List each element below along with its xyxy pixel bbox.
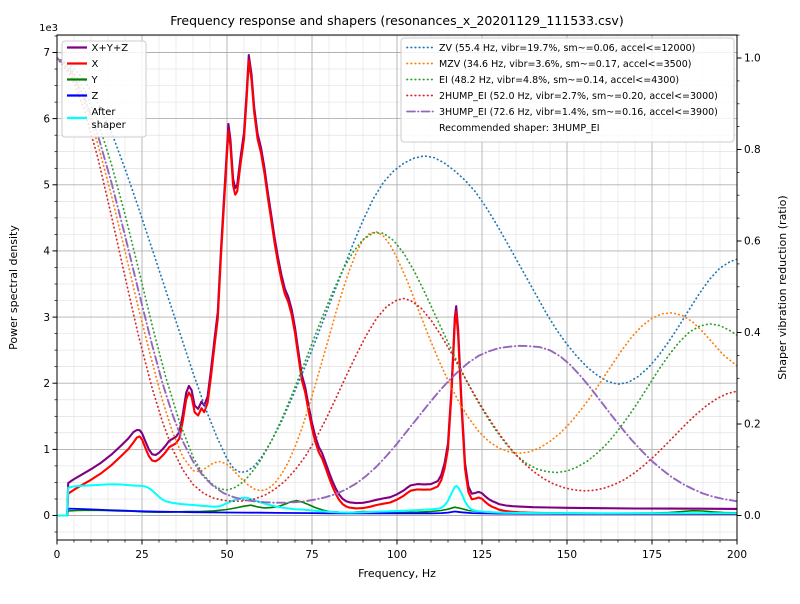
- axis-ticks: [52, 34, 742, 545]
- psd-curve-x: [57, 59, 737, 517]
- legend-label-after-shaper: shaper: [92, 120, 127, 131]
- y-axis-label-left: Power spectral density: [7, 225, 20, 350]
- legend-label-xyz: X+Y+Z: [92, 43, 129, 54]
- legend-shapers-box: [400, 37, 735, 143]
- x-tick-label: 175: [642, 549, 662, 561]
- legend-label-z: Z: [92, 91, 99, 102]
- legend-recommended-shaper: Recommended shaper: 3HUMP_EI: [439, 123, 600, 134]
- y-left-tick-label: 7: [43, 47, 50, 59]
- x-tick-label: 0: [54, 549, 61, 561]
- y-right-tick-label: 0.8: [744, 144, 761, 156]
- y-right-tick-label: 0.6: [744, 236, 761, 248]
- y-axis-offset-label: 1e3: [39, 23, 58, 34]
- legend-label-3hump-ei: 3HUMP_EI (72.6 Hz, vibr=1.4%, sm~=0.16, …: [439, 107, 718, 118]
- y-axis-label-right: Shaper vibration reduction (ratio): [776, 195, 789, 379]
- y-right-tick-label: 0.2: [744, 419, 761, 431]
- y-left-tick-label: 0: [43, 510, 50, 522]
- y-left-tick-label: 6: [43, 113, 50, 125]
- legend-label-x: X: [92, 59, 99, 70]
- x-tick-label: 50: [220, 549, 233, 561]
- y-right-tick-label: 0.4: [744, 327, 761, 339]
- y-right-tick-label: 1.0: [744, 53, 761, 65]
- legend-label-zv: ZV (55.4 Hz, vibr=19.7%, sm~=0.06, accel…: [439, 43, 695, 54]
- x-tick-label: 150: [557, 549, 577, 561]
- axis-tick-labels: 0 25 50 75 100 125 150 175 200 0 1 2 3 4 5 6 7 0.0 0.2 0.4 0…: [43, 47, 761, 561]
- legend-label-after-shaper: After: [92, 107, 117, 118]
- x-tick-label: 200: [727, 549, 747, 561]
- legend-label-ei: EI (48.2 Hz, vibr=4.8%, sm~=0.14, accel<…: [439, 75, 679, 86]
- shaper-curve-2hump-ei: [57, 57, 737, 503]
- psd-curve-after-shaper: [57, 483, 737, 517]
- y-left-tick-label: 5: [43, 179, 50, 191]
- y-left-tick-label: 2: [43, 378, 50, 390]
- shaper-curve-3hump-ei: [57, 57, 737, 504]
- legend-shapers: ZV (55.4 Hz, vibr=19.7%, sm~=0.06, accel…: [400, 37, 735, 143]
- x-tick-label: 75: [305, 549, 318, 561]
- x-tick-label: 25: [135, 549, 148, 561]
- y-left-tick-label: 4: [43, 246, 50, 258]
- legend-label-y: Y: [91, 75, 99, 86]
- x-tick-label: 100: [387, 549, 407, 561]
- x-tick-label: 125: [472, 549, 492, 561]
- y-right-tick-label: 0.0: [744, 510, 761, 522]
- shaper-curve-zv: [57, 57, 737, 474]
- curves-layer: [57, 54, 737, 517]
- y-left-tick-label: 3: [43, 312, 50, 324]
- y-left-tick-label: 1: [43, 444, 50, 456]
- legend-psd-box: [61, 40, 147, 138]
- legend-label-mzv: MZV (34.6 Hz, vibr=3.6%, sm~=0.17, accel…: [439, 59, 691, 70]
- legend-label-2hump-ei: 2HUMP_EI (52.0 Hz, vibr=2.7%, sm~=0.20, …: [439, 91, 718, 102]
- chart-title: Frequency response and shapers (resonanc…: [170, 13, 623, 28]
- legend-psd: X+Y+Z XYZ After shaper: [61, 40, 147, 138]
- x-axis-label: Frequency, Hz: [358, 567, 436, 580]
- shaper-curve-mzv: [57, 57, 737, 492]
